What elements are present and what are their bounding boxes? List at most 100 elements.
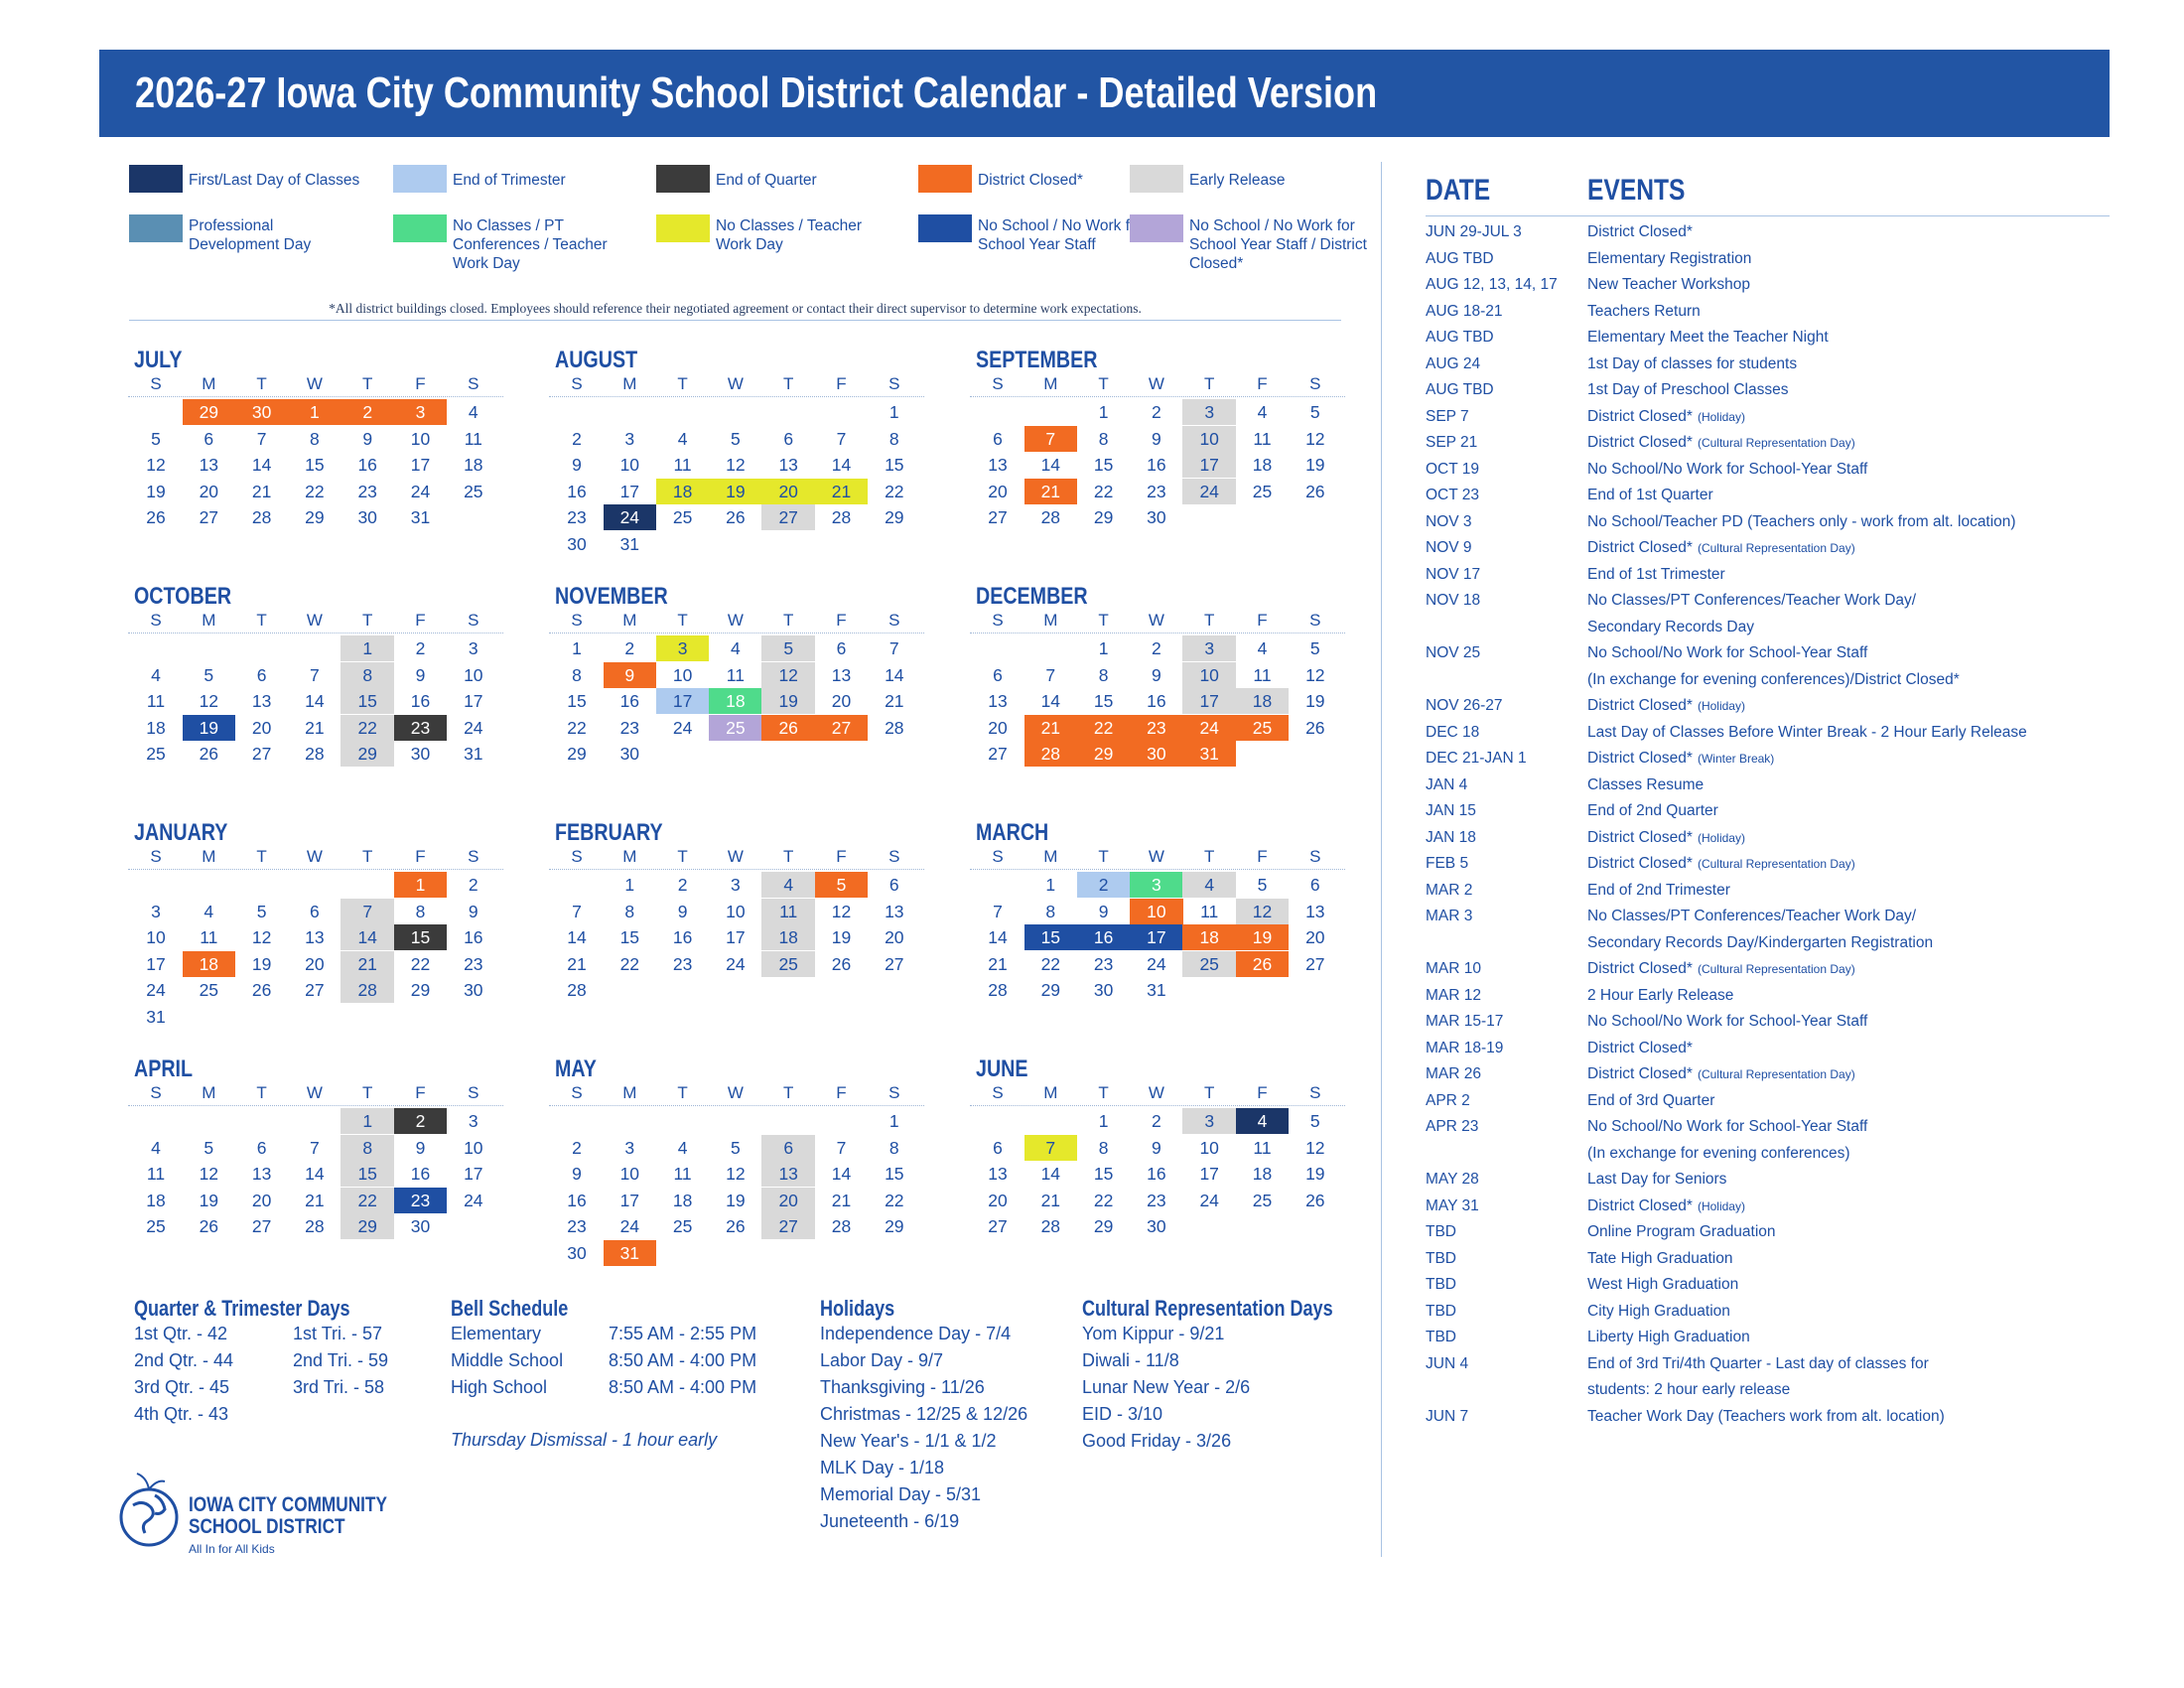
event-line: End of 3rd Quarter	[1587, 1091, 1715, 1109]
event-text: End of 3rd Quarter	[1587, 1090, 1714, 1112]
event-line: (In exchange for evening conferences)	[1587, 1144, 1850, 1162]
legend-swatch	[393, 165, 447, 193]
weekday-label: M	[202, 611, 216, 630]
weekday-label: W	[306, 1083, 323, 1102]
weekday-label: S	[468, 611, 479, 630]
section-title: Quarter & Trimester Days	[134, 1296, 350, 1321]
day-cell: 19	[1235, 924, 1290, 950]
day-cell: 16	[567, 1190, 587, 1210]
cultural-day: EID - 3/10	[1082, 1404, 1163, 1424]
event-line: End of 2nd Quarter	[1587, 802, 1718, 819]
holiday: Christmas - 12/25 & 12/26	[820, 1404, 1028, 1424]
day-cell: 28	[305, 1216, 325, 1236]
legend-swatch	[656, 165, 710, 193]
day-cell: 24	[726, 953, 746, 974]
weekday-label: S	[571, 374, 583, 393]
day-cell: 20	[988, 1190, 1008, 1210]
weekday-label: F	[415, 611, 426, 630]
holiday: Thanksgiving - 11/26	[820, 1377, 985, 1397]
event-note: (Holiday)	[1697, 1198, 1745, 1213]
event-date: TBD	[1426, 1249, 1456, 1267]
day-cell: 23	[393, 714, 448, 741]
day-cell: 15	[393, 924, 448, 950]
weekday-label: S	[150, 374, 162, 393]
day-cell: 12	[146, 455, 166, 475]
day-cell: 17	[619, 481, 640, 501]
day-cell: 8	[415, 901, 426, 921]
event-date: OCT 19	[1426, 460, 1479, 478]
day-cell: 27	[199, 507, 219, 527]
day-cell: 18	[146, 1190, 166, 1210]
event-line: No School/No Work for School-Year Staff	[1587, 460, 1868, 478]
event-line: District Closed*	[1587, 750, 1693, 767]
day-cell: 12	[726, 455, 746, 475]
day-cell: 25	[1252, 1190, 1273, 1210]
day-cell: 6	[761, 1134, 815, 1161]
holiday: MLK Day - 1/18	[820, 1458, 945, 1477]
event-date: DEC 18	[1426, 723, 1480, 741]
legend-label: Early Release	[1189, 172, 1286, 189]
weekday-label: T	[256, 847, 267, 866]
event-line: District Closed*	[1587, 1196, 1693, 1214]
day-cell: 5	[1257, 875, 1268, 895]
legend-label: First/Last Day of Classes	[189, 172, 360, 189]
day-cell: 3	[624, 428, 635, 449]
day-cell: 7	[310, 664, 320, 685]
event-text: End of 1st Quarter	[1587, 485, 1713, 506]
day-cell: 4	[731, 638, 741, 658]
day-cell: 14	[1040, 1164, 1061, 1184]
event-date: OCT 23	[1426, 487, 1479, 503]
bell-school: Middle School	[451, 1350, 564, 1370]
day-cell: 28	[251, 507, 272, 527]
event-line: City High Graduation	[1587, 1302, 1730, 1320]
day-cell: 9	[415, 664, 426, 685]
event-date: MAR 18-19	[1426, 1039, 1504, 1056]
day-cell: 22	[1076, 714, 1131, 741]
day-cell: 19	[1305, 455, 1325, 475]
day-cell: 21	[305, 717, 325, 738]
day-cell: 1	[1098, 638, 1109, 658]
weekday-label: S	[888, 847, 900, 866]
day-cell: 12	[1305, 428, 1325, 449]
day-cell: 5	[1309, 638, 1320, 658]
day-cell: 24	[1182, 478, 1236, 504]
day-cell: 5	[204, 664, 214, 685]
event-date: TBD	[1426, 1302, 1456, 1320]
day-cell: 1	[624, 875, 635, 895]
weekday-label: M	[1043, 611, 1058, 630]
day-cell: 21	[1040, 1190, 1061, 1210]
weekday-label: F	[1257, 374, 1268, 393]
legend-label: No Classes / PT Conferences / Teacher Wo…	[453, 217, 608, 272]
weekday-label: S	[992, 374, 1004, 393]
day-cell: 1	[341, 635, 394, 661]
event-date: MAY 28	[1426, 1171, 1479, 1188]
event-note: (Holiday)	[1697, 830, 1745, 845]
event-text: District Closed* (Cultural Representation…	[1587, 853, 1855, 875]
day-cell: 4	[468, 402, 478, 422]
weekday-label: F	[1257, 611, 1268, 630]
event-text: Elementary Registration	[1587, 248, 1751, 270]
day-cell: 28	[988, 980, 1008, 1000]
day-cell: 12	[726, 1164, 746, 1184]
day-cell: 29	[1040, 980, 1061, 1000]
weekday-label: T	[361, 1083, 373, 1102]
weekday-label: T	[361, 374, 373, 393]
day-cell: 20	[199, 481, 219, 501]
event-text: Tate High Graduation	[1587, 1248, 1732, 1270]
event-date: TBD	[1426, 1276, 1456, 1293]
day-cell: 4	[204, 901, 214, 921]
weekday-label: W	[727, 1083, 744, 1102]
holiday: Memorial Day - 5/31	[820, 1484, 982, 1504]
day-cell: 5	[204, 1137, 214, 1158]
event-text: 2 Hour Early Release	[1587, 985, 1733, 1007]
weekday-label: W	[306, 611, 323, 630]
month-title: SEPTEMBER	[976, 347, 1098, 373]
day-cell: 4	[1257, 638, 1268, 658]
weekday-label: M	[1043, 847, 1058, 866]
day-cell: 17	[464, 1164, 483, 1184]
event-text: Secondary Records Day	[1587, 617, 1754, 638]
day-cell: 10	[146, 927, 166, 947]
day-cell: 30	[464, 980, 483, 1000]
day-cell: 7	[836, 1137, 847, 1158]
weekday-label: T	[1203, 611, 1215, 630]
